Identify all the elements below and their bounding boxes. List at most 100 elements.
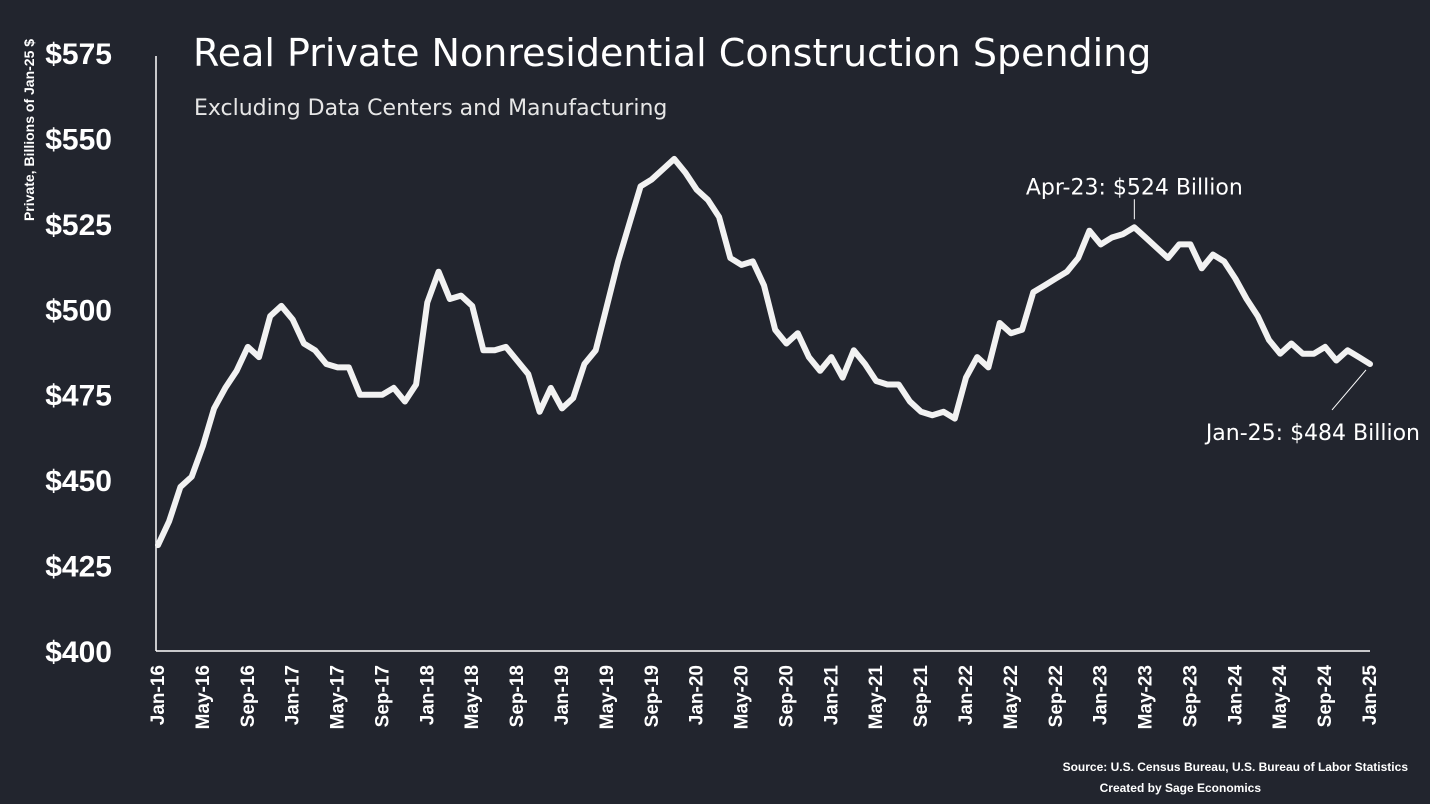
x-tick-label: May-17 <box>328 665 349 729</box>
data-point <box>605 304 609 308</box>
data-point <box>784 342 788 346</box>
data-point <box>302 342 306 346</box>
data-point <box>986 365 990 369</box>
x-tick-label: Sep-17 <box>372 665 393 727</box>
y-tick-label: $575 <box>45 38 112 71</box>
data-point <box>706 198 710 202</box>
annotations: Apr-23: $524 Billion Jan-25: $484 Billion <box>1026 175 1420 446</box>
data-point <box>1188 242 1192 246</box>
data-point <box>863 362 867 366</box>
data-point <box>796 331 800 335</box>
data-point <box>964 376 968 380</box>
data-point <box>235 369 239 373</box>
data-point <box>1245 297 1249 301</box>
data-point <box>560 406 564 410</box>
data-point <box>1043 283 1047 287</box>
data-point <box>212 406 216 410</box>
x-tick-label: Sep-20 <box>776 665 797 727</box>
data-point <box>841 376 845 380</box>
data-point <box>1121 232 1125 236</box>
data-point <box>672 157 676 161</box>
data-point <box>448 297 452 301</box>
data-point <box>549 386 553 390</box>
data-point <box>336 365 340 369</box>
data-point <box>538 410 542 414</box>
y-tick-label: $450 <box>45 465 112 498</box>
data-point <box>1020 328 1024 332</box>
x-tick-label: Sep-19 <box>642 665 663 727</box>
data-point <box>1031 290 1035 294</box>
data-point <box>1312 352 1316 356</box>
data-point <box>874 379 878 383</box>
data-point <box>291 318 295 322</box>
data-point <box>908 400 912 404</box>
data-point <box>762 283 766 287</box>
data-point <box>201 444 205 448</box>
data-point <box>1065 270 1069 274</box>
data-point <box>885 383 889 387</box>
x-tick-label: May-20 <box>732 665 753 729</box>
x-tick-label: Sep-18 <box>507 665 528 727</box>
data-point <box>1009 331 1013 335</box>
x-tick-label: Jan-17 <box>283 665 304 725</box>
data-point <box>1357 355 1361 359</box>
x-tick-label: Sep-21 <box>911 665 932 728</box>
data-point <box>1289 342 1293 346</box>
data-point <box>1301 352 1305 356</box>
y-tick-label: $550 <box>45 123 112 156</box>
data-point <box>380 393 384 397</box>
x-tick-label: May-19 <box>597 665 618 729</box>
data-point <box>246 345 250 349</box>
data-point <box>627 222 631 226</box>
data-point <box>650 177 654 181</box>
x-tick-label: Jan-25 <box>1360 665 1381 726</box>
data-point <box>369 393 373 397</box>
data-point <box>268 314 272 318</box>
data-point <box>582 362 586 366</box>
data-point <box>953 417 957 421</box>
chart-title: Real Private Nonresidential Construction… <box>193 31 1151 75</box>
data-point <box>571 396 575 400</box>
data-point <box>279 304 283 308</box>
data-point <box>1177 242 1181 246</box>
data-point <box>807 355 811 359</box>
data-point <box>1346 348 1350 352</box>
data-point <box>1087 229 1091 233</box>
data-point <box>437 270 441 274</box>
data-point <box>223 386 227 390</box>
series-line <box>155 155 1373 549</box>
x-tick-label: Jan-24 <box>1225 665 1246 726</box>
x-tick-labels: Jan-16 May-16 Sep-16 Jan-17 May-17 Sep-17 Jan-… <box>148 665 1381 730</box>
data-point <box>942 410 946 414</box>
x-tick-label: Jan-20 <box>687 665 708 725</box>
x-tick-label: Sep-22 <box>1046 665 1067 727</box>
data-point <box>594 348 598 352</box>
y-tick-label: $400 <box>45 636 112 669</box>
annotation-label: Apr-23: $524 Billion <box>1026 175 1243 200</box>
data-point <box>818 369 822 373</box>
data-point <box>740 263 744 267</box>
y-axis-label: Private, Billions of Jan-25 $ <box>21 39 37 221</box>
data-point <box>1076 256 1080 260</box>
data-point <box>1323 345 1327 349</box>
data-point <box>829 355 833 359</box>
x-tick-label: May-22 <box>1001 665 1022 729</box>
data-point <box>897 383 901 387</box>
x-tick-label: May-24 <box>1270 665 1291 730</box>
data-point <box>616 259 620 263</box>
data-point <box>526 372 530 376</box>
data-point <box>1233 277 1237 281</box>
x-tick-label: Sep-16 <box>238 665 259 727</box>
data-point <box>975 355 979 359</box>
data-point <box>852 348 856 352</box>
data-point <box>661 167 665 171</box>
y-tick-labels: $400 $425 $450 $475 $500 $525 $550 $575 <box>45 38 112 669</box>
data-point <box>156 543 160 547</box>
data-point <box>493 348 497 352</box>
data-point <box>1155 246 1159 250</box>
data-point <box>1166 256 1170 260</box>
data-point <box>1256 314 1260 318</box>
data-point <box>695 188 699 192</box>
series-group <box>155 155 1373 549</box>
x-tick-label: Sep-24 <box>1315 665 1336 728</box>
